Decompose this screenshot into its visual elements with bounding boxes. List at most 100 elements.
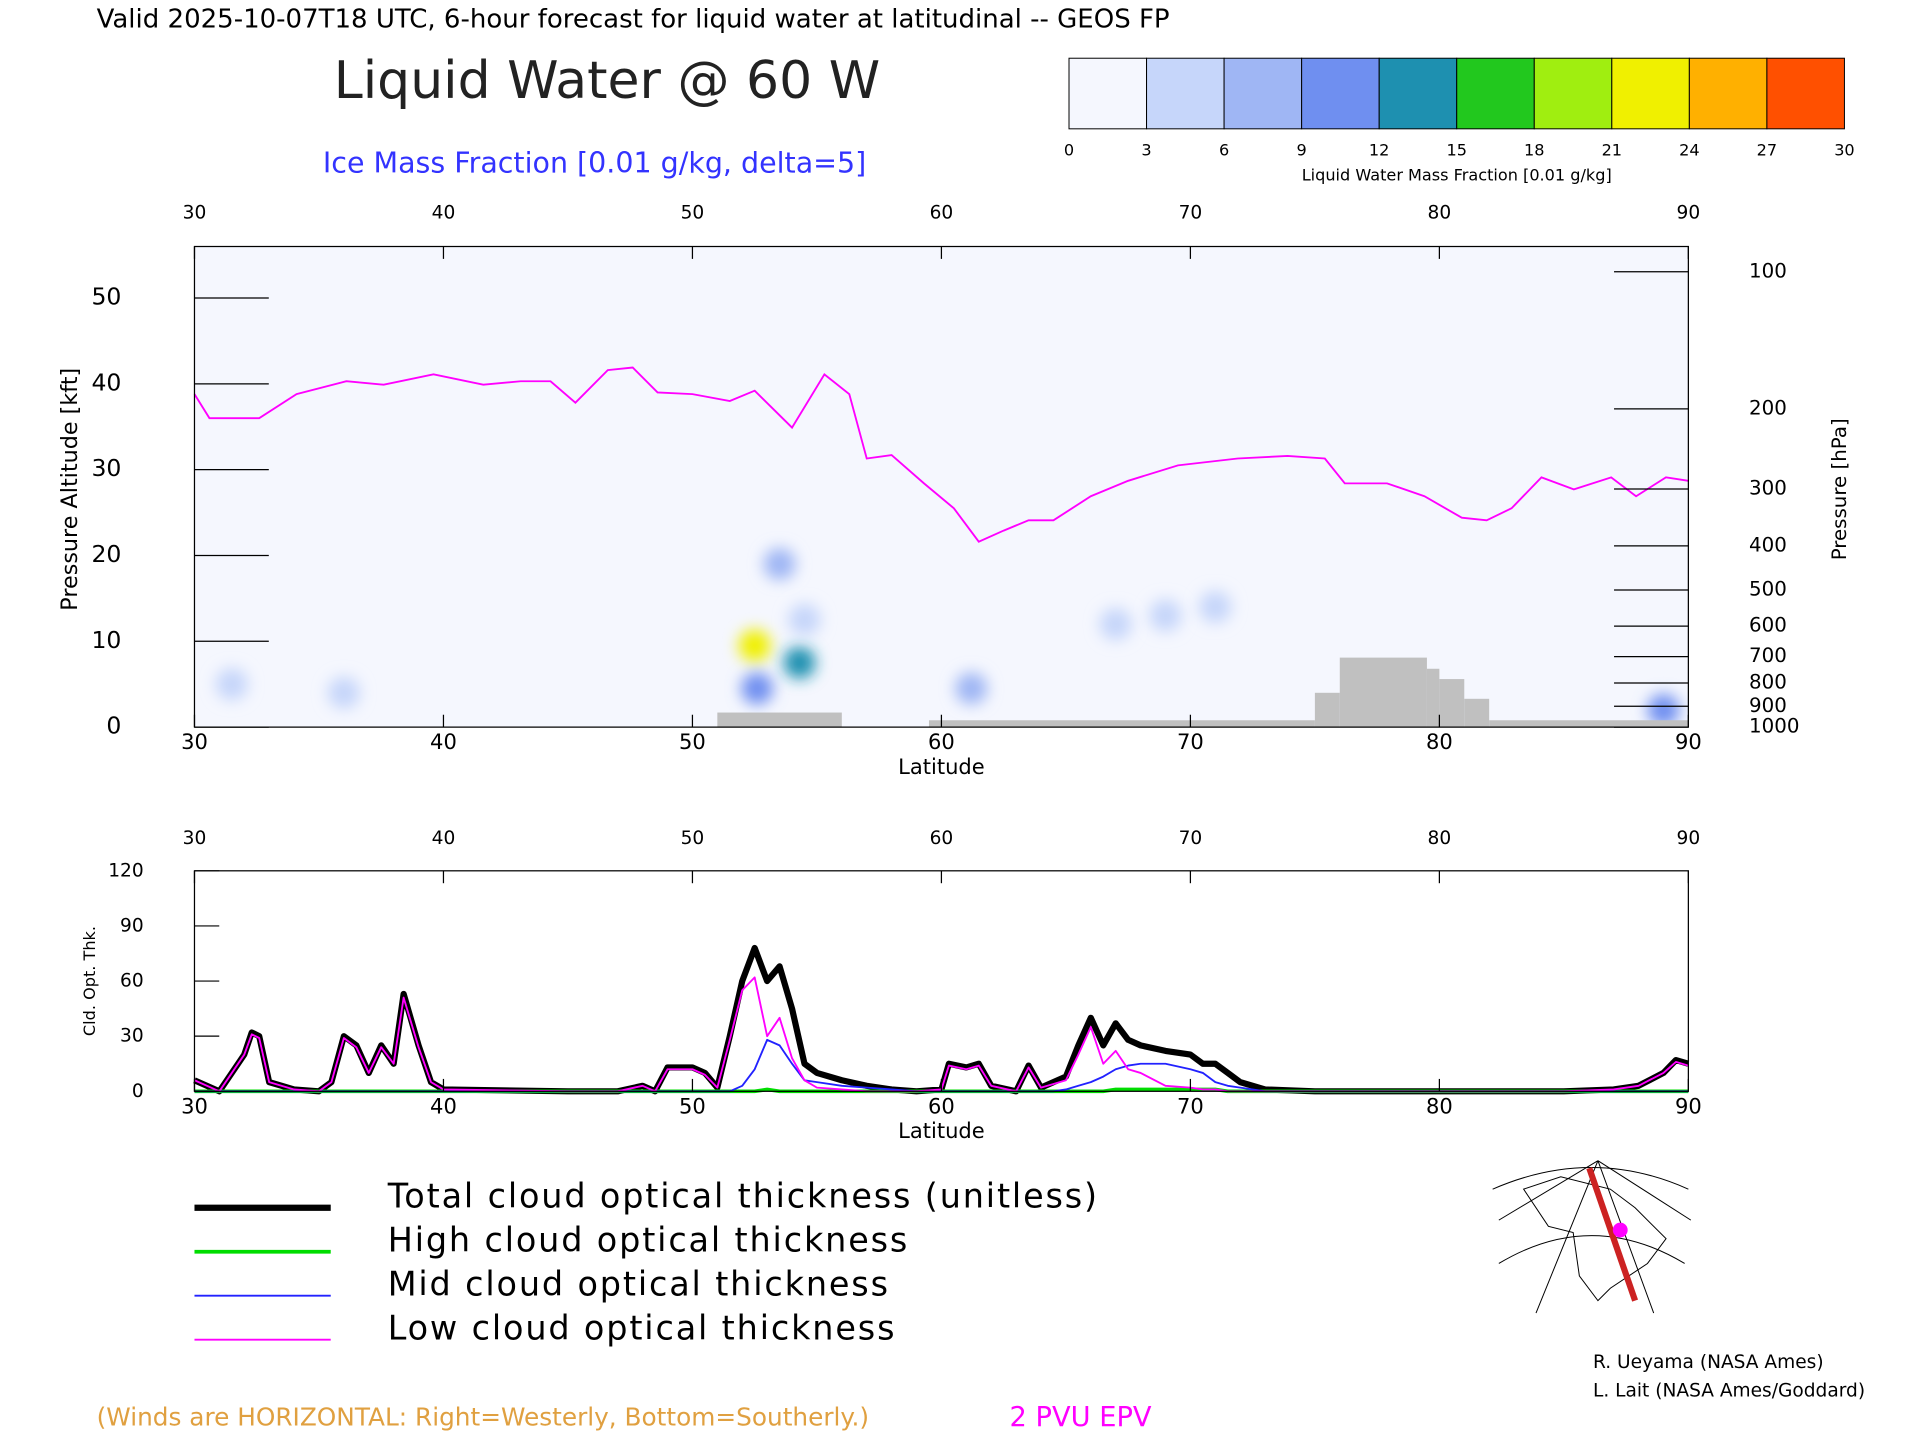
x-tick-label: 60 <box>930 203 954 224</box>
y-tick-label: 90 <box>120 915 144 936</box>
terrain <box>1439 679 1465 728</box>
y-tick-label: 0 <box>106 712 121 740</box>
x-tick-label: 70 <box>1177 729 1204 754</box>
map-meridian <box>1498 1160 1692 1314</box>
plot-background <box>194 246 1689 728</box>
map-inset <box>1492 1160 1692 1314</box>
y2-tick-label: 800 <box>1749 670 1787 693</box>
liquid-water-cell <box>1149 599 1182 632</box>
colorbar-tick-label: 18 <box>1524 141 1544 160</box>
map-latitude <box>1498 1235 1685 1264</box>
header-title: Valid 2025-10-07T18 UTC, 6-hour forecast… <box>97 4 1170 34</box>
colorbar-tick-label: 24 <box>1679 141 1699 160</box>
credit: R. Ueyama (NASA Ames) <box>1593 1352 1824 1373</box>
legend-label: Low cloud optical thickness <box>388 1308 897 1347</box>
colorbar-tick-label: 12 <box>1369 141 1389 160</box>
y-tick-label: 50 <box>91 282 121 310</box>
y-axis-label: Pressure Altitude [kft] <box>57 368 83 611</box>
terrain <box>928 720 1315 728</box>
x-tick-label: 60 <box>928 1093 955 1118</box>
colorbar-swatch <box>1378 57 1458 130</box>
liquid-water-cell <box>783 646 816 679</box>
liquid-water-cell <box>763 547 796 581</box>
x-axis-label: Latitude <box>898 1118 985 1143</box>
colorbar-tick-label: 6 <box>1219 141 1229 160</box>
y-tick-label: 10 <box>91 626 121 654</box>
colorbar-swatch <box>1533 57 1613 130</box>
credit: L. Lait (NASA Ames/Goddard) <box>1593 1381 1865 1402</box>
x-tick-label: 70 <box>1177 1093 1204 1118</box>
pvu-line <box>193 366 1689 543</box>
plot-frame <box>193 870 1689 1092</box>
x-tick-label: 70 <box>1179 203 1203 224</box>
x-tick-label: 30 <box>181 729 208 754</box>
y-tick-label: 30 <box>91 454 121 482</box>
liquid-water-cell <box>955 672 988 705</box>
colorbar-tick-label: 30 <box>1834 141 1854 160</box>
series-line <box>194 976 1689 1093</box>
x-tick-label: 90 <box>1675 729 1702 754</box>
y2-tick-label: 600 <box>1749 614 1787 637</box>
x-tick-label: 60 <box>928 729 955 754</box>
y-tick-label: 60 <box>120 971 144 992</box>
colorbar-swatch <box>1146 57 1225 130</box>
x-tick-label: 90 <box>1675 1093 1702 1118</box>
legend-label: Total cloud optical thickness (unitless) <box>387 1176 1099 1215</box>
y-tick-label: 40 <box>91 368 121 396</box>
x-tick-label: 30 <box>183 828 207 849</box>
x-tick-label: 40 <box>430 729 457 754</box>
x-tick-label: 50 <box>679 1093 706 1118</box>
y2-tick-label: 100 <box>1749 259 1787 282</box>
y-axis-label: Cld. Opt. Thk. <box>80 926 99 1036</box>
map-point <box>1612 1222 1628 1238</box>
x-tick-label: 80 <box>1428 828 1452 849</box>
y2-tick-label: 400 <box>1749 533 1787 556</box>
colorbar-tick-label: 21 <box>1602 141 1622 160</box>
colorbar-swatch <box>1766 57 1845 130</box>
chart-subtitle: Ice Mass Fraction [0.01 g/kg, delta=5] <box>323 147 866 180</box>
y-tick-label: 20 <box>91 540 121 568</box>
x-tick-label: 70 <box>1179 828 1203 849</box>
colorbar-swatch <box>1456 57 1535 130</box>
y2-tick-label: 200 <box>1749 396 1787 419</box>
map-track <box>1586 1167 1639 1302</box>
colorbar-tick-label: 3 <box>1141 141 1151 160</box>
colorbar-tick-label: 15 <box>1446 141 1466 160</box>
x-tick-label: 60 <box>930 828 954 849</box>
colorbar-swatch <box>1223 57 1303 130</box>
colorbar-swatch <box>1068 57 1148 130</box>
pvu-legend: 2 PVU EPV <box>1010 1402 1152 1433</box>
liquid-water-cell <box>215 668 248 701</box>
wind-note: (Winds are HORIZONTAL: Right=Westerly, B… <box>97 1402 869 1431</box>
y-tick-label: 0 <box>132 1081 144 1102</box>
x-tick-label: 80 <box>1426 1093 1453 1118</box>
y2-tick-label: 900 <box>1749 694 1787 717</box>
x-tick-label: 40 <box>430 1093 457 1118</box>
terrain <box>1339 657 1427 728</box>
x-axis-label: Latitude <box>898 754 985 779</box>
x-tick-label: 80 <box>1426 729 1453 754</box>
colorbar-swatch <box>1301 57 1380 130</box>
x-tick-label: 40 <box>432 828 456 849</box>
legend-label: High cloud optical thickness <box>388 1220 910 1259</box>
colorbar-tick-label: 27 <box>1757 141 1777 160</box>
y2-tick-label: 500 <box>1749 578 1787 601</box>
liquid-water-cell <box>1647 693 1680 727</box>
terrain <box>1489 720 1689 728</box>
x-tick-label: 80 <box>1428 203 1452 224</box>
liquid-water-cell <box>327 676 360 709</box>
x-tick-label: 90 <box>1677 828 1701 849</box>
terrain <box>1314 692 1340 728</box>
colorbar-label: Liquid Water Mass Fraction [0.01 g/kg] <box>1302 165 1612 184</box>
x-tick-label: 40 <box>432 203 456 224</box>
y2-tick-label: 1000 <box>1749 715 1799 738</box>
legend-label: Mid cloud optical thickness <box>388 1264 890 1303</box>
map-coast <box>1522 1176 1667 1302</box>
colorbar-swatch <box>1611 57 1690 130</box>
liquid-water-cell <box>788 603 821 636</box>
terrain <box>1464 698 1490 728</box>
terrain <box>1426 668 1440 728</box>
y2-tick-label: 300 <box>1749 477 1787 500</box>
